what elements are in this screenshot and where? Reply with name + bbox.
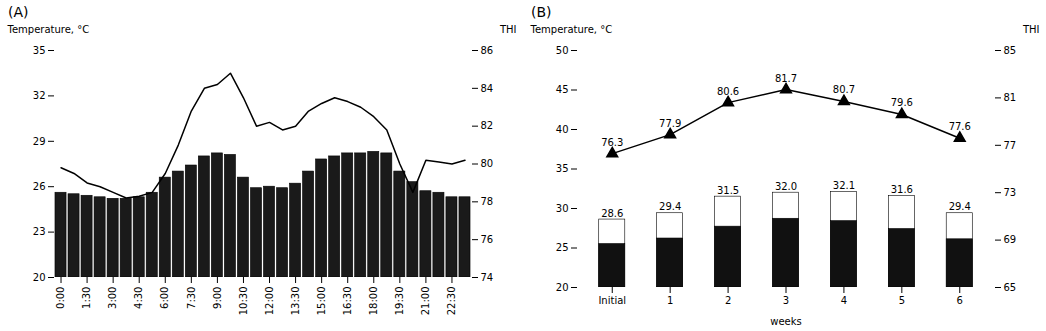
svg-text:80.7: 80.7 [833, 84, 855, 95]
svg-text:0:00: 0:00 [55, 287, 66, 309]
svg-text:5: 5 [899, 295, 905, 306]
svg-text:29: 29 [33, 136, 46, 147]
svg-text:THI: THI [1022, 24, 1040, 35]
svg-text:50: 50 [556, 45, 569, 56]
svg-text:73: 73 [1004, 187, 1017, 198]
svg-text:20: 20 [556, 282, 569, 293]
svg-text:31.6: 31.6 [891, 184, 913, 195]
html-text:(A): (A) [8, 4, 29, 20]
svg-text:18:00: 18:00 [368, 287, 379, 316]
svg-text:10:30: 10:30 [238, 287, 249, 316]
svg-text:32.0: 32.0 [775, 181, 797, 192]
svg-text:31.5: 31.5 [717, 185, 739, 196]
svg-text:9:00: 9:00 [212, 287, 223, 309]
svg-text:76: 76 [481, 234, 494, 245]
svg-text:13:30: 13:30 [290, 287, 301, 316]
svg-text:26: 26 [33, 181, 46, 192]
svg-text:84: 84 [481, 83, 494, 94]
svg-text:32.1: 32.1 [833, 180, 855, 191]
svg-text:3: 3 [783, 295, 789, 306]
svg-text:1:30: 1:30 [81, 287, 92, 309]
svg-text:12:00: 12:00 [264, 287, 275, 316]
svg-text:77.9: 77.9 [659, 118, 681, 129]
html-text:(B): (B) [531, 4, 552, 20]
svg-text:3:00: 3:00 [107, 287, 118, 309]
svg-text:40: 40 [556, 124, 569, 135]
svg-text:15:00: 15:00 [316, 287, 327, 316]
svg-text:7:30: 7:30 [186, 287, 197, 309]
svg-text:85: 85 [1004, 45, 1017, 56]
svg-text:76.3: 76.3 [601, 137, 623, 148]
svg-text:81: 81 [1004, 92, 1017, 103]
svg-text:45: 45 [556, 84, 569, 95]
svg-text:32: 32 [33, 90, 46, 101]
svg-text:80.6: 80.6 [717, 86, 739, 97]
svg-text:6: 6 [957, 295, 963, 306]
svg-text:4:30: 4:30 [133, 287, 144, 309]
svg-text:THI: THI [499, 24, 517, 35]
svg-text:21:00: 21:00 [420, 287, 431, 316]
svg-text:82: 82 [481, 120, 494, 131]
svg-text:35: 35 [33, 45, 46, 56]
svg-text:2: 2 [725, 295, 731, 306]
svg-text:81.7: 81.7 [775, 73, 797, 84]
svg-text:16:30: 16:30 [342, 287, 353, 316]
svg-text:22:30: 22:30 [446, 287, 457, 316]
svg-text:Initial: Initial [598, 295, 626, 306]
svg-text:6:00: 6:00 [159, 287, 170, 309]
svg-text:77: 77 [1004, 140, 1017, 151]
svg-text:Temperature, °C: Temperature, °C [7, 24, 90, 35]
svg-text:80: 80 [481, 158, 494, 169]
svg-text:Temperature, °C: Temperature, °C [530, 24, 613, 35]
svg-text:1: 1 [667, 295, 673, 306]
svg-text:77.6: 77.6 [949, 121, 971, 132]
svg-text:69: 69 [1004, 234, 1017, 245]
svg-text:19:30: 19:30 [394, 287, 405, 316]
svg-text:23: 23 [33, 226, 46, 237]
svg-text:79.6: 79.6 [891, 97, 913, 108]
svg-text:74: 74 [481, 272, 494, 283]
svg-text:86: 86 [481, 45, 494, 56]
svg-text:29.4: 29.4 [659, 201, 681, 212]
svg-text:weeks: weeks [770, 316, 801, 327]
svg-text:30: 30 [556, 203, 569, 214]
svg-text:28.6: 28.6 [601, 208, 623, 219]
svg-text:4: 4 [841, 295, 847, 306]
svg-text:35: 35 [556, 163, 569, 174]
svg-text:20: 20 [33, 272, 46, 283]
svg-text:29.4: 29.4 [949, 201, 971, 212]
svg-text:65: 65 [1004, 282, 1017, 293]
svg-text:25: 25 [556, 242, 569, 253]
svg-text:78: 78 [481, 196, 494, 207]
